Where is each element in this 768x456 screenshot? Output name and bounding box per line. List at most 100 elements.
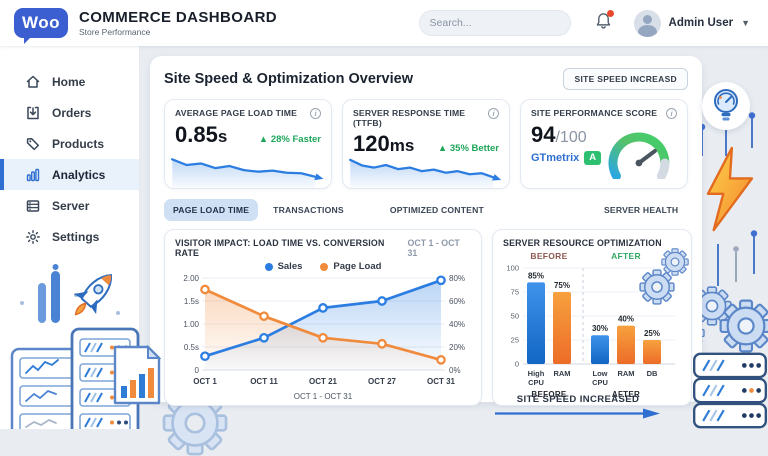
notification-badge: [607, 10, 614, 17]
kpi-label: SERVER RESPONSE TIME (TTFB): [353, 108, 488, 128]
speed-bulb-badge: [702, 82, 750, 130]
analytics-icon: [25, 167, 41, 183]
info-icon[interactable]: i: [488, 108, 499, 119]
svg-text:0%: 0%: [449, 366, 461, 375]
legend-item-sales: Sales: [265, 261, 303, 272]
notifications-button[interactable]: [595, 12, 612, 35]
performance-gauge: [601, 123, 677, 179]
home-icon: [25, 74, 41, 90]
chart-date-range: OCT 1 - OCT 31: [408, 238, 472, 258]
svg-text:0: 0: [515, 360, 519, 369]
sidebar-item-settings[interactable]: Settings: [0, 221, 139, 252]
settings-icon: [25, 229, 41, 245]
visitor-impact-chart-card: VISITOR IMPACT: LOAD TIME VS. CONVERSION…: [164, 229, 482, 406]
legend-item-page-load: Page Load: [320, 261, 381, 272]
svg-text:CPU: CPU: [592, 378, 608, 387]
tab-transactions[interactable]: TRANSACTIONS: [264, 199, 353, 221]
sidebar-item-label: Orders: [52, 106, 91, 120]
sidebar-item-products[interactable]: Products: [0, 128, 139, 159]
site-speed-increased-button[interactable]: SITE SPEED INCREASD: [563, 68, 688, 90]
svg-text:RAM: RAM: [617, 369, 634, 378]
sidebar-nav: Home Orders Products Analytics: [0, 46, 139, 252]
kpi-delta: ▲ 28% Faster: [259, 134, 321, 145]
chart-title: SERVER RESOURCE OPTIMIZATION: [503, 238, 662, 248]
avatar: [634, 10, 661, 37]
gear-icon: [719, 299, 768, 353]
app-header: Woo COMMERCE DASHBOARD Store Performance…: [0, 0, 768, 46]
bulb-gauge-icon: [711, 88, 741, 124]
kpi-label: AVERAGE PAGE LOAD TIME: [175, 108, 297, 118]
svg-text:40%: 40%: [449, 320, 465, 329]
svg-text:30%: 30%: [592, 324, 608, 333]
svg-text:0: 0: [195, 366, 200, 375]
chevron-down-icon: ▼: [741, 18, 750, 28]
svg-text:OCT 27: OCT 27: [368, 377, 397, 386]
page-load-sparkline: [165, 150, 331, 188]
kpi-card-page-load: AVERAGE PAGE LOAD TIME i 0.85s ▲ 28% Fas…: [164, 99, 332, 189]
kpi-row: AVERAGE PAGE LOAD TIME i 0.85s ▲ 28% Fas…: [164, 99, 688, 189]
sidebar-item-label: Products: [52, 137, 104, 151]
svg-text:OCT 11: OCT 11: [250, 377, 278, 386]
svg-text:OCT 1 - OCT 31: OCT 1 - OCT 31: [294, 392, 353, 401]
sidebar-item-label: Settings: [52, 230, 99, 244]
score-value: 94/100: [531, 123, 601, 147]
products-icon: [25, 136, 41, 152]
server-stack-illustration: [692, 352, 768, 429]
sidebar-item-home[interactable]: Home: [0, 66, 139, 97]
sidebar-item-server[interactable]: Server: [0, 190, 139, 221]
main-panel: Site Speed & Optimization Overview SITE …: [150, 56, 702, 402]
kpi-label: SITE PERFORMANCE SCORE: [531, 108, 657, 118]
svg-text:50: 50: [511, 312, 519, 321]
svg-text:High: High: [528, 369, 545, 378]
rocket-icon: [64, 265, 122, 324]
search-bar[interactable]: [419, 10, 571, 36]
svg-text:Low: Low: [593, 369, 608, 378]
svg-text:25: 25: [511, 336, 519, 345]
svg-text:75: 75: [511, 288, 519, 297]
user-name: Admin User: [669, 17, 734, 29]
svg-text:OCT 21: OCT 21: [309, 377, 338, 386]
svg-text:1.5s: 1.5s: [184, 297, 199, 306]
tab-optimized-content[interactable]: OPTIMIZED CONTENT: [381, 199, 493, 221]
svg-text:75%: 75%: [554, 281, 570, 290]
woo-logo: Woo: [14, 8, 68, 38]
info-icon[interactable]: i: [310, 108, 321, 119]
kpi-card-performance-score: SITE PERFORMANCE SCORE i 94/100 GTmetrix…: [520, 99, 688, 189]
orders-icon: [25, 105, 41, 121]
sidebar-item-label: Home: [52, 75, 85, 89]
sales-legend-dot: [265, 263, 273, 271]
sidebar-item-orders[interactable]: Orders: [0, 97, 139, 128]
page-load-legend-dot: [320, 263, 328, 271]
kpi-card-ttfb: SERVER RESPONSE TIME (TTFB) i 120ms ▲ 35…: [342, 99, 510, 189]
svg-text:2.00: 2.00: [183, 274, 199, 283]
tab-server-health[interactable]: SERVER HEALTH: [595, 199, 687, 221]
svg-text:DB: DB: [647, 369, 658, 378]
svg-text:60%: 60%: [449, 297, 465, 306]
tab-page-load-time[interactable]: PAGE LOAD TIME: [164, 199, 258, 221]
svg-text:AFTER: AFTER: [611, 251, 641, 261]
chart-title: VISITOR IMPACT: LOAD TIME VS. CONVERSION…: [175, 238, 408, 258]
gear-icon: [639, 269, 675, 305]
info-icon[interactable]: i: [666, 108, 677, 119]
app-subtitle: Store Performance: [79, 27, 277, 37]
svg-text:CPU: CPU: [528, 378, 544, 387]
svg-text:25%: 25%: [644, 329, 660, 338]
sidebar-item-label: Analytics: [52, 168, 105, 182]
svg-text:OCT 1: OCT 1: [193, 377, 217, 386]
svg-text:0.5s: 0.5s: [184, 343, 199, 352]
grade-badge: A: [584, 151, 601, 165]
kpi-value: 0.85s: [175, 122, 227, 148]
sidebar-item-analytics[interactable]: Analytics: [0, 159, 139, 190]
arrow-right-icon: [493, 407, 663, 420]
svg-text:RAM: RAM: [553, 369, 570, 378]
svg-text:BEFORE: BEFORE: [530, 251, 567, 261]
logo-text: Woo: [22, 13, 60, 33]
server-icon: [25, 198, 41, 214]
svg-text:20%: 20%: [449, 343, 465, 352]
ttfb-sparkline: [343, 150, 509, 188]
user-menu[interactable]: Admin User ▼: [634, 10, 750, 37]
svg-text:OCT 31: OCT 31: [427, 377, 456, 386]
gtmetrix-label: GTmetrix: [531, 152, 579, 164]
search-input[interactable]: [430, 17, 565, 29]
